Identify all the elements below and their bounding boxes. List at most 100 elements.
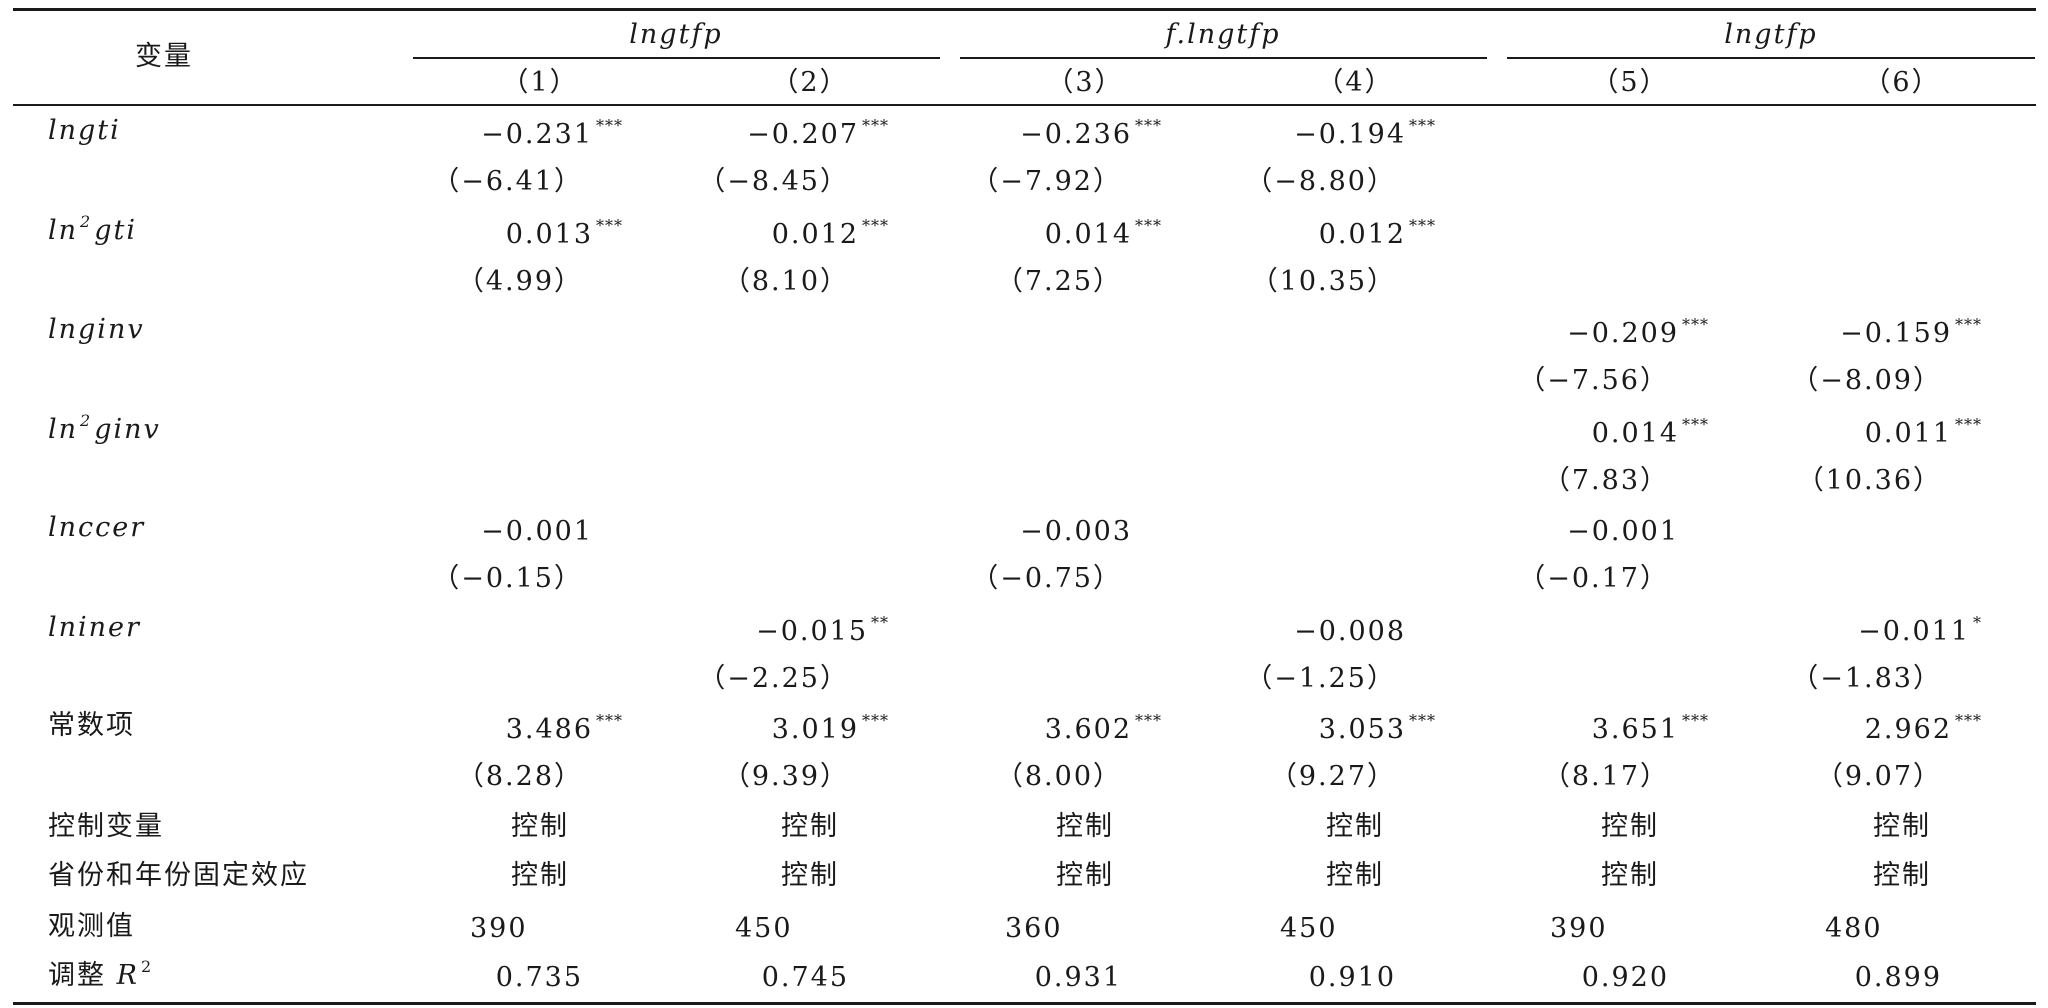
coefficient-value: 0.013 (505, 219, 593, 250)
coefficient: 3.486 *** (505, 711, 623, 750)
coefficient: −0.159 *** (1840, 315, 1982, 354)
t-statistic: （9.39） (722, 761, 849, 792)
footer-label: 控制变量 (48, 811, 164, 842)
coefficient: −0.209 *** (1567, 315, 1709, 354)
footer-value: 480 (1825, 913, 1883, 944)
significance-stars: *** (1682, 711, 1709, 730)
coefficient-value: −0.207 (747, 119, 859, 150)
footer-value: 0.931 (1034, 962, 1122, 993)
coefficient-value: −0.194 (1294, 119, 1406, 150)
significance-stars: *** (1682, 315, 1709, 334)
group-label-2: f.lngtfp (1165, 19, 1281, 50)
t-statistic: （9.07） (1815, 761, 1942, 792)
coefficient: 0.011 *** (1865, 415, 1982, 454)
coefficient-value: 3.486 (505, 714, 593, 745)
bottom-rule (13, 1002, 2036, 1005)
t-statistic: （9.27） (1269, 761, 1396, 792)
footer-value: 控制 (781, 860, 839, 891)
group-label-3: lngtfp (1724, 19, 1818, 50)
coefficient-value: −0.011 (1858, 616, 1970, 647)
footer-value: 450 (735, 913, 793, 944)
footer-value: 控制 (781, 811, 839, 842)
t-statistic: （−1.25） (1245, 663, 1396, 694)
footer-value: 0.910 (1308, 962, 1396, 993)
footer-value: 0.920 (1581, 962, 1669, 993)
footer-value: 控制 (511, 860, 569, 891)
variable-label: 常数项 (48, 710, 135, 741)
footer-value: 控制 (1056, 860, 1114, 891)
footer-value: 450 (1280, 913, 1338, 944)
coefficient-value: 0.012 (771, 219, 859, 250)
significance-stars: *** (1409, 216, 1436, 235)
t-statistic: （8.17） (1542, 761, 1669, 792)
footer-value: 390 (1550, 913, 1608, 944)
footer-value: 控制 (1326, 860, 1384, 891)
t-statistic: （−8.80） (1245, 166, 1396, 197)
coefficient: 0.014 *** (1592, 415, 1709, 454)
t-statistic: （10.35） (1250, 266, 1396, 297)
column-number: （6） (1863, 67, 1941, 98)
footer-value: 控制 (511, 811, 569, 842)
t-statistic: （−8.09） (1791, 365, 1942, 396)
t-statistic: （−6.41） (432, 166, 583, 197)
coefficient-value: 0.012 (1318, 219, 1406, 250)
coefficient: 0.012 *** (771, 216, 889, 255)
significance-stars: * (1973, 613, 1982, 632)
t-statistic: （−1.83） (1791, 663, 1942, 694)
coefficient: −0.207 *** (747, 116, 889, 155)
coefficient: 0.014 *** (1044, 216, 1162, 255)
variable-label: lngti (48, 115, 121, 146)
footer-value: 控制 (1873, 811, 1931, 842)
variable-label: ln 2gti (48, 212, 137, 246)
coefficient: 0.013 *** (505, 216, 623, 255)
coefficient-value: −0.015 (756, 616, 868, 647)
column-number: （3） (1046, 67, 1124, 98)
significance-stars: *** (1135, 711, 1162, 730)
coefficient-value: −0.008 (1294, 616, 1406, 647)
coefficient-value: 3.651 (1591, 714, 1679, 745)
footer-value: 0.899 (1854, 962, 1942, 993)
coefficient-value: 0.014 (1044, 219, 1132, 250)
coefficient-value: −0.231 (481, 119, 593, 150)
significance-stars: *** (596, 711, 623, 730)
significance-stars: *** (1955, 315, 1982, 334)
variable-label: ln 2ginv (48, 411, 161, 445)
group-label-1: lngtfp (629, 19, 723, 50)
footer-label: 省份和年份固定效应 (48, 860, 309, 891)
coefficient: 3.019 *** (772, 711, 889, 750)
footer-value: 0.745 (761, 962, 849, 993)
t-statistic: （−0.15） (432, 563, 583, 594)
significance-stars: *** (596, 216, 623, 235)
coefficient: 3.053 *** (1319, 711, 1436, 750)
coefficient-value: −0.236 (1020, 119, 1132, 150)
group-underline-3 (1507, 57, 2035, 59)
coefficient-value: −0.159 (1840, 318, 1952, 349)
significance-stars: *** (862, 711, 889, 730)
column-number: （1） (501, 67, 579, 98)
footer-label: 观测值 (48, 911, 135, 942)
variable-label: lnccer (48, 512, 146, 543)
t-statistic: （7.25） (995, 266, 1122, 297)
significance-stars: *** (1955, 415, 1982, 434)
t-statistic: （−7.92） (971, 166, 1122, 197)
group-underline-2 (960, 57, 1487, 59)
t-statistic: （−0.75） (971, 563, 1122, 594)
coefficient: −0.001*** (1567, 515, 1709, 552)
row-header-label: 变量 (135, 41, 193, 72)
coefficient-value: −0.003 (1020, 516, 1132, 547)
footer-value: 控制 (1601, 860, 1659, 891)
significance-stars: *** (862, 216, 889, 235)
t-statistic: （−2.25） (698, 663, 849, 694)
significance-stars: *** (1409, 116, 1436, 135)
coefficient: 2.962 *** (1865, 711, 1982, 750)
coefficient: −0.001*** (481, 515, 623, 552)
coefficient: −0.011 * (1858, 613, 1982, 652)
header-rule (13, 104, 2036, 106)
coefficient: −0.015 ** (756, 613, 889, 652)
footer-value: 360 (1005, 913, 1063, 944)
footer-value: 控制 (1326, 811, 1384, 842)
footer-value: 控制 (1873, 860, 1931, 891)
significance-stars: *** (596, 116, 623, 135)
top-rule (13, 8, 2036, 11)
significance-stars: *** (1955, 711, 1982, 730)
